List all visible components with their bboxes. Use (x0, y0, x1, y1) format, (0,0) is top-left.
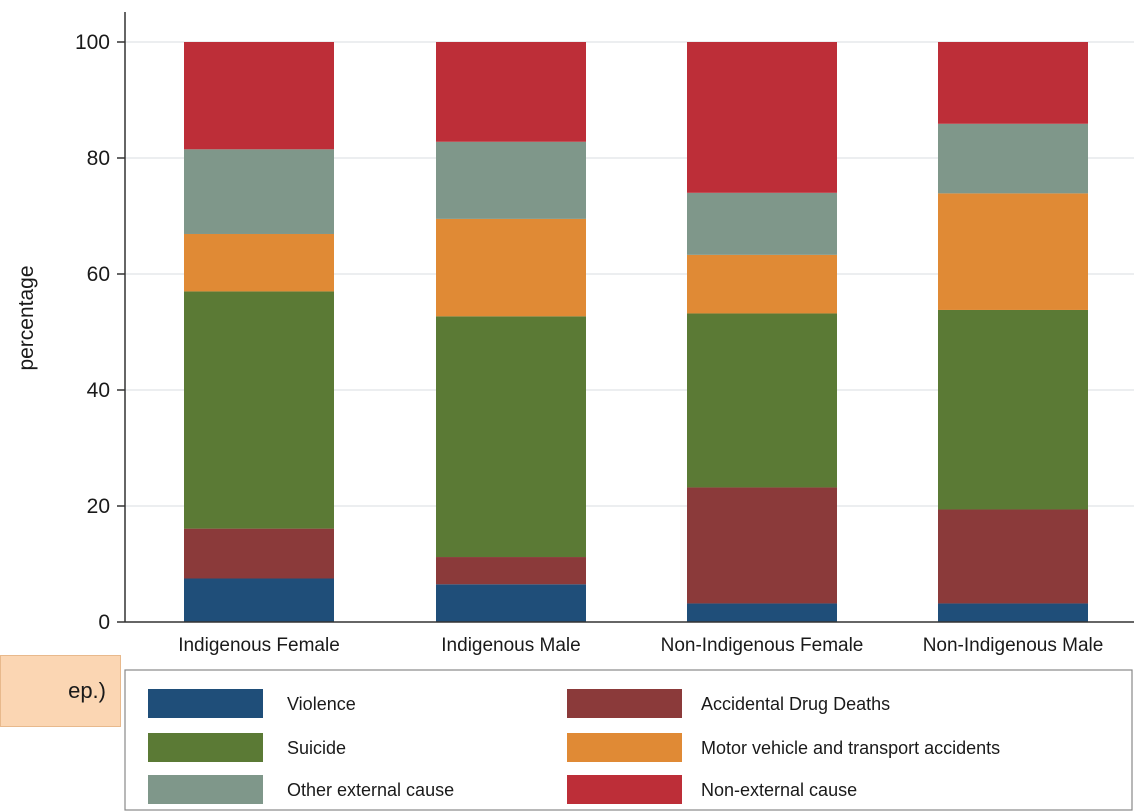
x-tick-label: Indigenous Male (441, 635, 580, 656)
bar-segment (687, 192, 837, 255)
legend-swatch (148, 733, 263, 762)
bar-segment (938, 193, 1088, 310)
y-tick-label: 100 (75, 31, 110, 54)
y-tick-label: 40 (87, 379, 110, 402)
x-tick-label: Non-Indigenous Female (661, 635, 864, 656)
legend-swatch (567, 775, 682, 804)
y-tick-label: 0 (98, 611, 110, 634)
bar-segment (184, 291, 334, 529)
x-tick-label: Non-Indigenous Male (923, 635, 1104, 656)
y-axis-title: percentage (15, 265, 38, 370)
legend-swatch (567, 733, 682, 762)
legend-label: Violence (287, 694, 356, 714)
bar-segment (687, 487, 837, 604)
bar-segment (184, 528, 334, 579)
legend-swatch (567, 689, 682, 718)
y-tick-label: 60 (87, 263, 110, 286)
legend-swatch (148, 775, 263, 804)
y-tick-label: 80 (87, 147, 110, 170)
bar-segment (687, 42, 837, 193)
bar-segment (436, 141, 586, 219)
bar-segment (938, 509, 1088, 604)
bar-segment (184, 578, 334, 622)
legend-label: Non-external cause (701, 780, 857, 800)
bar-segment (938, 123, 1088, 194)
bar-segment (436, 218, 586, 317)
bar-segment (436, 42, 586, 142)
bar-segment (687, 254, 837, 314)
bar-segment (436, 557, 586, 585)
bar-segment (436, 584, 586, 622)
bar-segment (687, 313, 837, 488)
legend-label: Motor vehicle and transport accidents (701, 738, 1000, 758)
bar-segment (938, 42, 1088, 124)
legend-label: Accidental Drug Deaths (701, 694, 890, 714)
bar-segment (436, 316, 586, 558)
bar-segment (184, 149, 334, 234)
bar-segment (938, 603, 1088, 622)
bar-segment (184, 233, 334, 292)
side-note: ep.) (0, 655, 121, 727)
bar-segment (184, 42, 334, 150)
x-tick-label: Indigenous Female (178, 635, 340, 656)
legend-swatch (148, 689, 263, 718)
bar-segment (687, 603, 837, 622)
legend-label: Suicide (287, 738, 346, 758)
bar-segment (938, 309, 1088, 510)
legend-label: Other external cause (287, 780, 454, 800)
y-tick-label: 20 (87, 495, 110, 518)
